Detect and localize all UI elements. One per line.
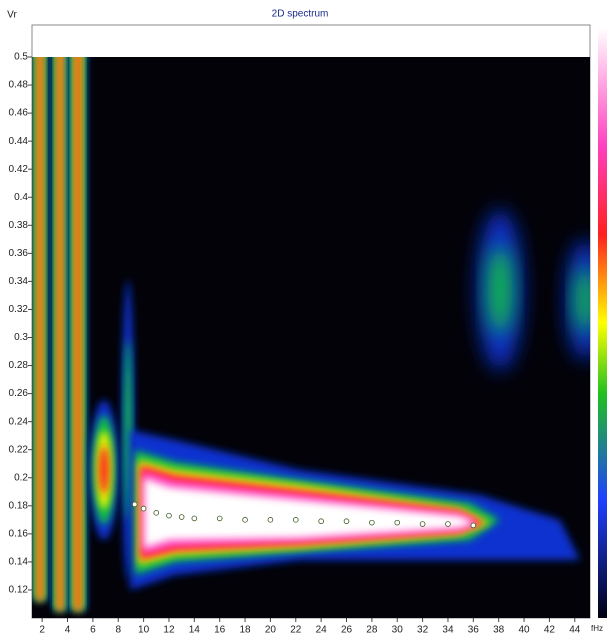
x-tick-label: 30: [392, 625, 404, 636]
x-tick-label: 36: [468, 625, 480, 636]
x-axis-label: fHz: [591, 624, 603, 633]
x-tick-label: 40: [518, 625, 530, 636]
x-tick-label: 42: [544, 625, 556, 636]
x-tick-label: 20: [265, 625, 277, 636]
x-tick-label: 34: [442, 625, 454, 636]
picked-point: [394, 519, 401, 526]
picked-point: [140, 505, 147, 512]
y-tick-label: 0.46: [9, 108, 29, 119]
heat-band: [75, 57, 81, 610]
y-tick-label: 0.24: [9, 416, 29, 427]
y-tick-label: 0.38: [9, 220, 29, 231]
picked-point: [267, 517, 274, 523]
y-tick-label: 0.2: [14, 472, 28, 483]
picked-point: [445, 521, 451, 527]
picked-point: [166, 512, 172, 519]
y-axis-label: Vr: [7, 10, 17, 21]
x-tick-label: 18: [239, 625, 251, 636]
picked-point: [178, 514, 185, 520]
y-tick-label: 0.26: [9, 388, 29, 399]
y-tick-label: 0.32: [9, 304, 29, 315]
x-tick-label: 26: [341, 625, 353, 636]
heat-band: [57, 57, 63, 610]
x-tick-label: 32: [417, 625, 429, 636]
y-tick-label: 0.4: [14, 192, 28, 203]
heat-blob: [487, 246, 513, 334]
x-tick-label: 2: [39, 625, 45, 636]
y-tick-label: 0.48: [9, 80, 29, 91]
picked-point: [343, 518, 350, 525]
y-tick-label: 0.34: [9, 276, 29, 287]
spectrum-heatmap: [33, 57, 590, 610]
x-tick-label: 38: [493, 625, 505, 636]
y-tick-label: 0.12: [9, 585, 29, 596]
picked-point: [369, 519, 375, 526]
x-tick-label: 16: [214, 625, 226, 636]
y-tick-label: 0.18: [9, 500, 29, 511]
y-tick-label: 0.16: [9, 528, 29, 539]
y-tick-label: 0.14: [9, 557, 29, 568]
picked-point: [191, 515, 198, 522]
y-tick-label: 0.42: [9, 164, 29, 175]
picked-point: [419, 521, 426, 527]
x-tick-label: 12: [163, 625, 175, 636]
picked-point: [292, 517, 299, 523]
x-tick-label: 24: [316, 625, 328, 636]
x-tick-label: 4: [65, 625, 71, 636]
x-tick-label: 22: [290, 625, 302, 636]
heat-blob: [575, 267, 590, 333]
y-tick-label: 0.3: [14, 332, 28, 343]
heat-band: [144, 478, 475, 548]
picked-point: [470, 522, 477, 529]
picked-point: [131, 501, 138, 508]
x-tick-label: 14: [189, 625, 201, 636]
picked-point: [153, 510, 160, 516]
y-tick-label: 0.22: [9, 444, 29, 455]
x-tick-label: 28: [366, 625, 378, 636]
x-tick-label: 44: [569, 625, 581, 636]
y-tick-label: 0.36: [9, 248, 29, 259]
y-tick-label: 0.44: [9, 136, 29, 147]
heat-blob: [124, 340, 132, 520]
heat-blob: [99, 446, 109, 494]
heat-band: [37, 57, 43, 600]
x-tick-label: 10: [138, 625, 150, 636]
y-tick-label: 0.5: [14, 52, 28, 63]
chart-title: 2D spectrum: [272, 9, 329, 20]
color-bar: [598, 28, 607, 618]
picked-point: [318, 518, 324, 525]
picked-point: [242, 517, 248, 523]
y-tick-label: 0.28: [9, 360, 29, 371]
picked-point: [216, 515, 223, 522]
x-tick-label: 6: [90, 625, 96, 636]
x-tick-label: 8: [115, 625, 121, 636]
